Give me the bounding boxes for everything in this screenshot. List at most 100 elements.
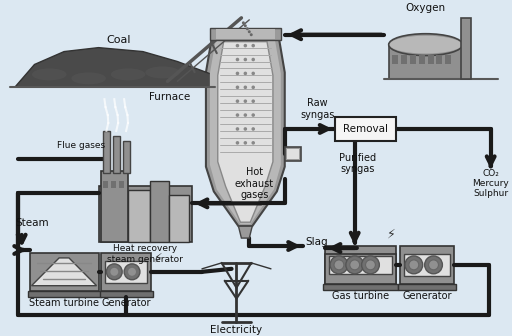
Circle shape <box>236 44 239 47</box>
Bar <box>101 253 151 291</box>
Text: Furnace: Furnace <box>149 92 190 102</box>
Text: Gas turbine: Gas turbine <box>332 291 389 301</box>
Bar <box>325 254 396 284</box>
Bar <box>216 29 275 39</box>
Circle shape <box>250 33 253 36</box>
Ellipse shape <box>32 69 67 80</box>
Bar <box>445 54 451 65</box>
Text: CO₂
Mercury
Sulphur: CO₂ Mercury Sulphur <box>472 169 509 199</box>
Circle shape <box>429 260 438 270</box>
Circle shape <box>330 256 348 274</box>
Text: Oxygen: Oxygen <box>406 3 446 13</box>
Bar <box>111 180 116 188</box>
Bar <box>99 291 153 297</box>
Circle shape <box>334 260 344 270</box>
Circle shape <box>244 58 247 61</box>
Bar <box>325 246 396 284</box>
Text: Removal: Removal <box>343 124 388 134</box>
Circle shape <box>236 99 239 103</box>
Bar <box>105 261 147 283</box>
Bar <box>401 54 407 65</box>
Bar <box>100 171 128 242</box>
Circle shape <box>251 58 255 61</box>
Circle shape <box>244 24 247 27</box>
Text: Slag: Slag <box>306 237 328 247</box>
Bar <box>287 149 298 159</box>
Polygon shape <box>210 40 281 224</box>
Bar <box>329 256 392 274</box>
Circle shape <box>244 113 247 117</box>
Circle shape <box>236 58 239 61</box>
Circle shape <box>246 27 249 30</box>
Bar <box>103 180 109 188</box>
Bar <box>150 180 169 242</box>
Text: Coal: Coal <box>106 35 131 45</box>
Bar <box>419 54 424 65</box>
Text: Heat recovery
steam generator: Heat recovery steam generator <box>108 244 183 264</box>
Circle shape <box>236 72 239 75</box>
Text: Flue gases: Flue gases <box>57 141 105 150</box>
Circle shape <box>251 127 255 131</box>
Circle shape <box>251 99 255 103</box>
Text: Purified
syngas: Purified syngas <box>339 153 376 174</box>
Polygon shape <box>206 38 285 226</box>
Circle shape <box>251 72 255 75</box>
Text: Raw
syngas: Raw syngas <box>300 98 334 120</box>
Circle shape <box>236 85 239 89</box>
Circle shape <box>248 30 251 33</box>
Text: Electricity: Electricity <box>210 325 263 335</box>
Bar <box>389 45 463 79</box>
Circle shape <box>244 72 247 75</box>
Bar <box>113 136 120 173</box>
Circle shape <box>405 256 423 274</box>
Text: Steam: Steam <box>16 218 49 228</box>
Bar <box>410 54 416 65</box>
Text: ⚡: ⚡ <box>387 227 396 241</box>
Ellipse shape <box>390 36 462 53</box>
Bar <box>335 117 396 141</box>
Bar <box>461 18 471 79</box>
Circle shape <box>244 85 247 89</box>
Bar <box>428 54 434 65</box>
Polygon shape <box>218 42 273 222</box>
Polygon shape <box>15 48 217 87</box>
Bar <box>128 191 150 242</box>
Circle shape <box>244 99 247 103</box>
Circle shape <box>244 44 247 47</box>
Circle shape <box>350 260 359 270</box>
Bar <box>123 141 130 173</box>
Circle shape <box>244 141 247 144</box>
Bar <box>98 185 192 242</box>
Bar <box>398 284 456 290</box>
Ellipse shape <box>145 67 180 78</box>
Bar <box>437 54 442 65</box>
Polygon shape <box>239 226 252 238</box>
Text: Generator: Generator <box>101 298 151 307</box>
Ellipse shape <box>72 73 106 84</box>
Text: Steam turbine: Steam turbine <box>29 298 99 307</box>
Circle shape <box>128 268 136 276</box>
Circle shape <box>424 256 442 274</box>
Circle shape <box>236 127 239 131</box>
Bar <box>285 147 301 161</box>
Circle shape <box>236 141 239 144</box>
Circle shape <box>251 141 255 144</box>
Ellipse shape <box>111 69 145 80</box>
Bar <box>392 54 398 65</box>
Ellipse shape <box>389 34 463 55</box>
Circle shape <box>251 113 255 117</box>
Text: ⚡: ⚡ <box>154 251 163 264</box>
Bar <box>169 196 189 242</box>
Circle shape <box>111 268 118 276</box>
Bar <box>30 253 98 291</box>
Bar <box>103 131 111 173</box>
Circle shape <box>409 260 419 270</box>
Polygon shape <box>32 258 97 286</box>
Bar <box>323 284 398 290</box>
Circle shape <box>242 21 245 24</box>
Circle shape <box>251 44 255 47</box>
Circle shape <box>244 127 247 131</box>
Circle shape <box>366 260 375 270</box>
Text: Hot
exhaust
gases: Hot exhaust gases <box>234 167 274 200</box>
Bar <box>400 246 454 284</box>
